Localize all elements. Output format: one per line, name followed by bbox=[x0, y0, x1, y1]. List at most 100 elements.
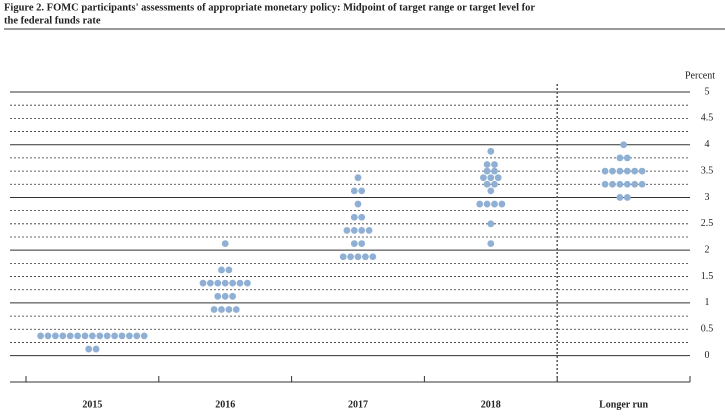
dot bbox=[487, 174, 495, 182]
dot bbox=[354, 200, 362, 208]
dot bbox=[601, 180, 609, 188]
dot bbox=[96, 332, 104, 340]
dot bbox=[491, 167, 498, 175]
dot bbox=[350, 187, 358, 195]
dot bbox=[601, 167, 609, 175]
dot bbox=[207, 279, 214, 287]
dot bbox=[92, 345, 100, 353]
dot bbox=[218, 266, 225, 274]
y-tick-label: 2.5 bbox=[701, 218, 714, 229]
y-tick-label: 1.5 bbox=[701, 271, 714, 282]
dot bbox=[350, 240, 358, 247]
chart-title: the federal funds rate bbox=[4, 15, 101, 26]
dot bbox=[487, 147, 495, 155]
y-tick-label: 0.5 bbox=[701, 324, 714, 335]
dot bbox=[354, 174, 362, 182]
dot bbox=[37, 332, 44, 340]
dot bbox=[365, 227, 373, 234]
dot bbox=[483, 161, 491, 168]
dot bbox=[623, 194, 631, 201]
dot bbox=[483, 167, 491, 175]
dot bbox=[491, 180, 498, 188]
y-tick-label: 1 bbox=[705, 297, 710, 308]
x-tick-label: Longer run bbox=[599, 399, 648, 410]
dot bbox=[358, 213, 366, 221]
dot bbox=[225, 266, 233, 274]
dot bbox=[638, 167, 646, 175]
dot bbox=[483, 180, 491, 188]
dot bbox=[236, 279, 244, 287]
y-tick-label: 3 bbox=[705, 192, 710, 203]
dot bbox=[111, 332, 118, 340]
dot bbox=[118, 332, 126, 340]
dot bbox=[52, 332, 59, 340]
dot bbox=[81, 332, 89, 340]
dot bbox=[609, 167, 616, 175]
dot bbox=[487, 240, 495, 247]
dot bbox=[74, 332, 81, 340]
y-tick-label: 5 bbox=[705, 86, 710, 97]
dot bbox=[339, 253, 347, 261]
dot bbox=[214, 279, 222, 287]
dot bbox=[494, 174, 502, 182]
dot bbox=[491, 200, 498, 208]
dot bbox=[350, 213, 358, 221]
dot bbox=[487, 220, 495, 228]
y-tick-label: 0 bbox=[705, 350, 710, 361]
dot bbox=[229, 292, 237, 300]
y-tick-label: 3.5 bbox=[701, 165, 714, 176]
dot bbox=[218, 306, 225, 313]
dot bbox=[229, 279, 237, 287]
x-tick-label: 2018 bbox=[481, 399, 501, 410]
dot bbox=[616, 180, 624, 188]
dot bbox=[66, 332, 74, 340]
y-tick-label: 4 bbox=[705, 139, 710, 150]
dot bbox=[103, 332, 111, 340]
dot bbox=[343, 227, 351, 234]
dot bbox=[358, 227, 366, 234]
x-tick-label: 2017 bbox=[348, 399, 368, 410]
dot bbox=[487, 187, 495, 195]
chart-title: Figure 2. FOMC participants' assessments… bbox=[4, 2, 535, 13]
dot bbox=[491, 161, 498, 168]
dot bbox=[616, 194, 624, 201]
dot bbox=[140, 332, 148, 340]
dot bbox=[483, 200, 491, 208]
dot bbox=[369, 253, 377, 261]
dot bbox=[221, 240, 229, 247]
dot bbox=[44, 332, 52, 340]
dot bbox=[362, 253, 369, 261]
dot bbox=[199, 279, 207, 287]
dot bbox=[616, 167, 624, 175]
dot bbox=[347, 253, 354, 261]
dot bbox=[350, 227, 358, 234]
dot bbox=[125, 332, 133, 340]
dot bbox=[133, 332, 141, 340]
x-tick-label: 2016 bbox=[215, 399, 235, 410]
dot bbox=[210, 306, 218, 313]
y-tick-label: 2 bbox=[705, 244, 710, 255]
dot bbox=[476, 200, 484, 208]
dot bbox=[638, 180, 646, 188]
dot bbox=[244, 279, 251, 287]
dot bbox=[609, 180, 616, 188]
dot bbox=[498, 200, 506, 208]
dot bbox=[631, 180, 639, 188]
dot bbox=[354, 253, 362, 261]
dot bbox=[221, 279, 229, 287]
x-tick-label: 2015 bbox=[82, 399, 102, 410]
dot bbox=[225, 306, 233, 313]
dot bbox=[480, 174, 487, 182]
y-tick-label: 4.5 bbox=[701, 113, 714, 124]
dot bbox=[616, 154, 624, 162]
dot bbox=[221, 292, 229, 300]
y-axis-label: Percent bbox=[685, 70, 715, 81]
dot bbox=[358, 187, 366, 195]
dot bbox=[358, 240, 366, 247]
dot bbox=[59, 332, 67, 340]
dot bbox=[89, 332, 96, 340]
dot bbox=[623, 154, 631, 162]
dot bbox=[85, 345, 93, 353]
